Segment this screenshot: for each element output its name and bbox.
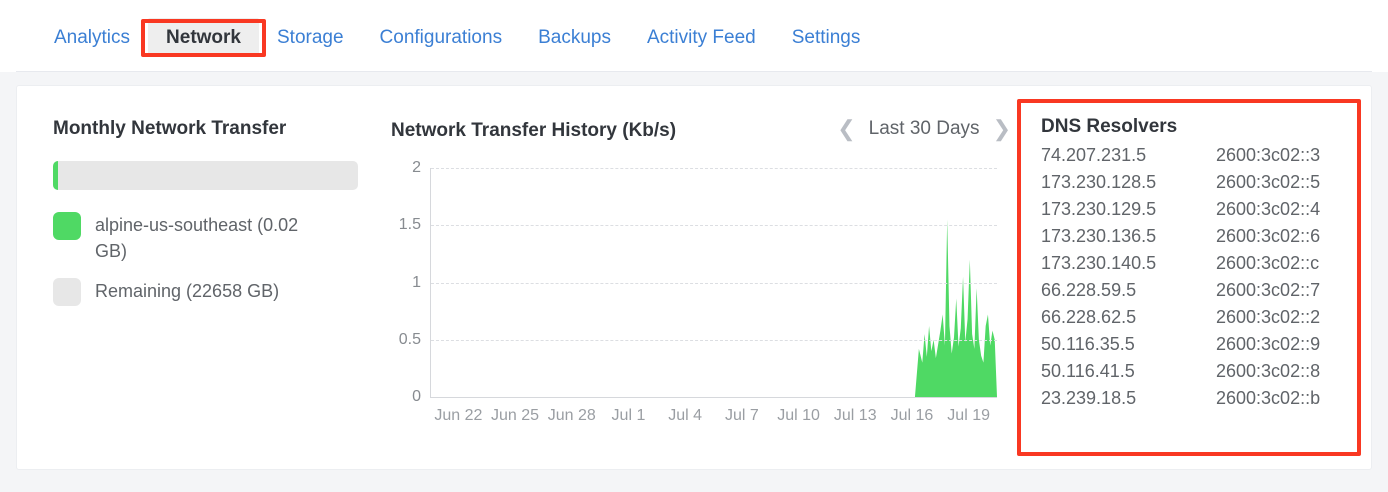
dns-resolver-row: 173.230.136.5 2600:3c02::6 [1041, 223, 1361, 250]
dns-ipv4-address: 173.230.140.5 [1041, 253, 1157, 273]
tab-backups[interactable]: Backups [538, 27, 611, 48]
transfer-series-area [431, 219, 997, 397]
dns-resolver-row: 173.230.129.5 2600:3c02::4 [1041, 196, 1361, 223]
chart-header: Network Transfer History (Kb/s) ❮ Last 3… [375, 118, 1015, 142]
dns-ipv6-address: 2600:3c02::c [1216, 253, 1320, 273]
transfer-legend-item: Remaining (22658 GB) [53, 278, 363, 306]
dns-ipv4-address: 74.207.231.5 [1041, 145, 1147, 165]
dns-ipv6-address: 2600:3c02::2 [1216, 307, 1321, 327]
legend-color-swatch [53, 212, 81, 240]
dns-ipv4-address: 173.230.128.5 [1041, 172, 1157, 192]
tab-settings[interactable]: Settings [791, 27, 861, 48]
tab-wrapper-storage: Storage [259, 28, 362, 48]
transfer-meter-fill [53, 161, 58, 190]
tab-analytics[interactable]: Analytics [54, 27, 131, 48]
chart-area: 0 0.5 1 1.5 2 Jun 22 Jun 25 Jun 28 Jul 1 Jul 4 Ju… [375, 159, 1005, 430]
chart-x-axis-tick: Jul 16 [890, 407, 934, 424]
chart-y-axis-tick: 0.5 [398, 330, 421, 348]
chart-title: Network Transfer History (Kb/s) [391, 120, 677, 141]
dns-ipv6-address: 2600:3c02::b [1216, 388, 1321, 408]
dns-ipv6-address: 2600:3c02::6 [1216, 226, 1321, 246]
dns-resolver-row: 23.239.18.5 2600:3c02::b [1041, 385, 1361, 412]
dns-resolver-row: 66.228.62.5 2600:3c02::2 [1041, 304, 1361, 331]
transfer-legend-item: alpine-us-southeast (0.02 GB) [53, 212, 363, 264]
dns-resolvers-title: DNS Resolvers [1041, 116, 1178, 137]
chart-x-axis-tick: Jun 25 [491, 407, 540, 424]
dns-ipv6-address: 2600:3c02::9 [1216, 334, 1321, 354]
tab-strip: Analytics Network Storage Configurations Bac… [0, 0, 1388, 72]
transfer-area-path [431, 219, 997, 397]
tab-wrapper-configurations: Configurations [362, 28, 521, 48]
range-navigator: ❮ Last 30 Days ❯ [837, 118, 1011, 140]
dns-resolvers-list: 74.207.231.5 2600:3c02::3 173.230.128.5 260… [1041, 142, 1361, 412]
chart-gridline [431, 225, 997, 227]
chart-y-axis-tick: 1 [412, 273, 421, 291]
monthly-transfer-title: Monthly Network Transfer [53, 118, 287, 139]
chart-x-axis-labels: Jun 22 Jun 25 Jun 28 Jul 1 Jul 4 Jul 7 Jul 10 J… [430, 406, 997, 428]
chart-gridline [431, 282, 997, 284]
chart-y-axis-tick: 1.5 [398, 216, 421, 234]
tab-configurations[interactable]: Configurations [379, 27, 503, 48]
tab-wrapper-settings: Settings [774, 28, 879, 48]
chart-y-axis-tick: 2 [412, 159, 421, 176]
dns-ipv6-address: 2600:3c02::5 [1216, 172, 1321, 192]
chart-x-axis-tick: Jul 19 [947, 407, 990, 424]
network-panel-card: Monthly Network Transfer alpine-us-south… [16, 85, 1372, 470]
chart-x-axis-tick: Jul 1 [611, 407, 646, 424]
dns-resolver-row: 66.228.59.5 2600:3c02::7 [1041, 277, 1361, 304]
legend-color-swatch [53, 278, 81, 306]
tab-wrapper-backups: Backups [520, 28, 629, 48]
chart-gridline [431, 168, 997, 169]
chart-plot-area: 0 0.5 1 1.5 2 [399, 159, 997, 405]
tab-wrapper-activity-feed: Activity Feed [629, 28, 774, 48]
chart-x-axis-tick: Jun 22 [434, 407, 483, 424]
dns-ipv6-address: 2600:3c02::3 [1216, 145, 1321, 165]
dns-ipv4-address: 173.230.136.5 [1041, 226, 1157, 246]
range-label: Last 30 Days [868, 118, 980, 139]
chart-x-axis-tick: Jun 28 [547, 407, 596, 424]
dns-ipv6-address: 2600:3c02::8 [1216, 361, 1321, 381]
dns-resolver-row: 173.230.140.5 2600:3c02::c [1041, 250, 1361, 277]
chart-x-axis-tick: Jul 4 [668, 407, 703, 424]
dns-ipv6-address: 2600:3c02::7 [1216, 280, 1321, 300]
chart-gridline [431, 339, 997, 341]
chart-x-axis-tick: Jul 10 [777, 407, 820, 424]
dns-resolver-row: 74.207.231.5 2600:3c02::3 [1041, 142, 1361, 169]
tab-storage[interactable]: Storage [277, 27, 344, 48]
dns-resolver-row: 50.116.41.5 2600:3c02::8 [1041, 358, 1361, 385]
transfer-meter [53, 161, 358, 190]
tab-wrapper-network: Network [141, 18, 266, 57]
dns-ipv4-address: 66.228.59.5 [1041, 280, 1137, 300]
dns-ipv4-address: 66.228.62.5 [1041, 307, 1137, 327]
legend-label: alpine-us-southeast (0.02 GB) [95, 215, 299, 261]
tab-list: Analytics Network Storage Configurations Bac… [36, 18, 878, 58]
tab-activity-feed[interactable]: Activity Feed [646, 27, 756, 48]
tab-network[interactable]: Network [148, 18, 259, 57]
dns-ipv4-address: 23.239.18.5 [1041, 388, 1137, 408]
dns-resolver-row: 50.116.35.5 2600:3c02::9 [1041, 331, 1361, 358]
chart-x-axis-tick: Jul 7 [724, 407, 759, 424]
dns-ipv4-address: 50.116.35.5 [1041, 334, 1135, 354]
tab-strip-divider [16, 71, 1372, 72]
tab-wrapper-analytics: Analytics [36, 28, 148, 48]
chevron-left-icon[interactable]: ❮ [837, 116, 856, 141]
dns-resolver-row: 173.230.128.5 2600:3c02::5 [1041, 169, 1361, 196]
chart-y-axis-tick: 0 [412, 388, 421, 405]
dns-ipv4-address: 173.230.129.5 [1041, 199, 1157, 219]
transfer-legend: alpine-us-southeast (0.02 GB) Remaining (… [53, 212, 363, 306]
chevron-right-icon[interactable]: ❯ [992, 116, 1011, 141]
transfer-history-panel: Network Transfer History (Kb/s) ❮ Last 3… [375, 118, 1015, 430]
dns-ipv6-address: 2600:3c02::4 [1216, 199, 1321, 219]
legend-label: Remaining (22658 GB) [95, 281, 280, 301]
chart-x-axis-tick: Jul 13 [833, 407, 877, 424]
dns-ipv4-address: 50.116.41.5 [1041, 361, 1135, 381]
monthly-transfer-panel: Monthly Network Transfer alpine-us-south… [53, 118, 363, 320]
